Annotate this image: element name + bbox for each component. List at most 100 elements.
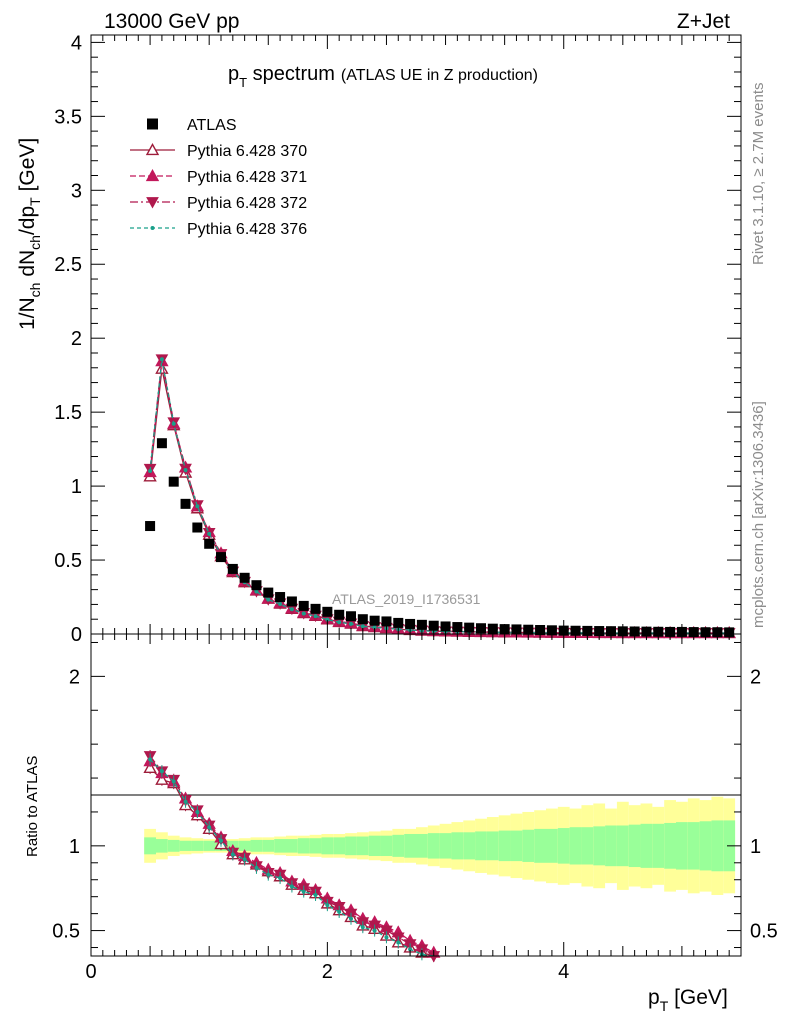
ratio-inner-band bbox=[416, 833, 428, 858]
ratio-series-point bbox=[266, 872, 271, 877]
ratio-inner-band bbox=[144, 837, 156, 855]
legend-label: ATLAS bbox=[187, 117, 237, 134]
atlas-data-point bbox=[286, 596, 297, 607]
atlas-data-point bbox=[346, 611, 356, 622]
atlas-data-point bbox=[180, 498, 191, 509]
main-series-point bbox=[289, 607, 294, 612]
main-series-point bbox=[148, 468, 153, 473]
tick-label: 1 bbox=[69, 836, 80, 858]
ratio-inner-band bbox=[451, 832, 464, 860]
tick-label: 1.5 bbox=[54, 402, 82, 424]
tick-label: 0 bbox=[85, 961, 96, 983]
main-series-point bbox=[183, 468, 188, 473]
ratio-inner-band bbox=[356, 836, 369, 856]
ratio-series-point bbox=[325, 903, 330, 908]
atlas-data-point bbox=[428, 620, 439, 631]
ratio-inner-band bbox=[368, 835, 381, 857]
ratio-series-point bbox=[313, 892, 318, 897]
ratio-inner-band bbox=[546, 828, 558, 863]
main-series-point bbox=[278, 602, 283, 607]
ratio-series-point bbox=[155, 772, 169, 785]
atlas-data-point bbox=[275, 592, 286, 603]
ratio-series-point bbox=[349, 916, 353, 921]
main-series-point bbox=[155, 361, 169, 374]
ratio-inner-band bbox=[297, 838, 310, 854]
tick-label: 4 bbox=[71, 32, 82, 54]
legend-item: ATLAS bbox=[147, 117, 237, 134]
ratio-inner-band bbox=[321, 837, 334, 855]
ratio-series-point bbox=[207, 825, 212, 830]
header-process-label: Z+Jet bbox=[677, 10, 730, 33]
ratio-series-point bbox=[360, 925, 365, 930]
ratio-inner-band bbox=[238, 840, 251, 851]
main-y-axis-title: 1/Nch dNch/dpT [GeV] bbox=[16, 138, 43, 330]
main-series-point bbox=[266, 597, 271, 602]
ratio-inner-band bbox=[439, 833, 452, 859]
atlas-data-point bbox=[310, 603, 321, 614]
atlas-data-point bbox=[393, 617, 404, 628]
ratio-series-point bbox=[396, 940, 401, 945]
legend-marker-swatch bbox=[147, 118, 158, 130]
atlas-data-point bbox=[322, 606, 333, 617]
main-series-point bbox=[159, 357, 164, 362]
tick-label: 4 bbox=[558, 961, 569, 983]
atlas-data-point bbox=[239, 572, 250, 583]
tick-label: 0.5 bbox=[52, 921, 80, 943]
atlas-data-point bbox=[192, 522, 203, 533]
axis-ticks: 0 2 400.511.522.533.540.5 0.51 12 2 bbox=[52, 32, 778, 983]
tick-label: 2 bbox=[69, 666, 80, 688]
ratio-inner-band bbox=[345, 836, 357, 856]
ratio-inner-band bbox=[557, 828, 570, 864]
ratio-inner-band bbox=[687, 822, 700, 870]
ratio-inner-band bbox=[274, 839, 286, 853]
legend-item: Pythia 6.428 372 bbox=[130, 195, 307, 212]
ratio-series-point bbox=[143, 760, 157, 773]
ratio-series-point bbox=[254, 865, 259, 870]
legend: ATLAS Pythia 6.428 370 Pythia 6.428 371 Pyt… bbox=[130, 117, 307, 238]
atlas-data-point bbox=[216, 552, 226, 563]
atlas-data-point bbox=[263, 587, 274, 598]
ratio-inner-band bbox=[605, 825, 617, 867]
atlas-data-point bbox=[452, 622, 463, 633]
ratio-series-point bbox=[171, 779, 176, 784]
ratio-plot-frame bbox=[90, 633, 742, 957]
analysis-id-label: ATLAS_2019_I1736531 bbox=[332, 591, 481, 607]
ratio-inner-band bbox=[616, 825, 629, 867]
tick-label: 0 bbox=[71, 624, 82, 646]
ratio-inner-band bbox=[569, 827, 582, 865]
tick-label: 1 bbox=[750, 836, 761, 858]
ratio-inner-band bbox=[593, 826, 606, 866]
ratio-series-point bbox=[384, 935, 389, 940]
ratio-inner-band bbox=[699, 821, 712, 871]
ratio-inner-band bbox=[309, 838, 322, 854]
x-axis-title: pT [GeV] bbox=[648, 986, 728, 1014]
ratio-inner-band bbox=[392, 834, 405, 857]
ratio-inner-band bbox=[286, 839, 298, 853]
ratio-y-axis-title: Ratio to ATLAS bbox=[24, 756, 41, 857]
ratio-series-point bbox=[183, 799, 188, 804]
ratio-inner-band bbox=[676, 822, 688, 870]
tick-label: 0.5 bbox=[750, 921, 778, 943]
ratio-inner-band bbox=[475, 831, 487, 861]
ratio-inner-band bbox=[156, 839, 168, 853]
ratio-inner-band bbox=[191, 840, 204, 851]
plot-title: pT spectrum (ATLAS UE in Z production) bbox=[228, 63, 538, 90]
ratio-series-point bbox=[289, 884, 294, 889]
atlas-data-point bbox=[204, 538, 215, 549]
ratio-series-point bbox=[380, 925, 393, 938]
main-series-point bbox=[171, 421, 176, 426]
ratio-inner-band bbox=[262, 839, 275, 852]
ratio-series-point bbox=[301, 889, 306, 894]
header-energy-label: 13000 GeV pp bbox=[104, 10, 239, 33]
main-series-point bbox=[325, 617, 330, 622]
atlas-data-point bbox=[168, 476, 179, 487]
ratio-series-point bbox=[242, 857, 247, 862]
legend-marker-swatch bbox=[145, 169, 160, 182]
ratio-series-point bbox=[278, 876, 283, 881]
rivet-version-label: Rivet 3.1.10, ≥ 2.7M events bbox=[750, 83, 767, 266]
ratio-inner-band bbox=[510, 830, 523, 862]
ratio-inner-band bbox=[179, 840, 192, 851]
atlas-data-point bbox=[334, 609, 345, 620]
legend-marker-swatch bbox=[146, 197, 159, 209]
